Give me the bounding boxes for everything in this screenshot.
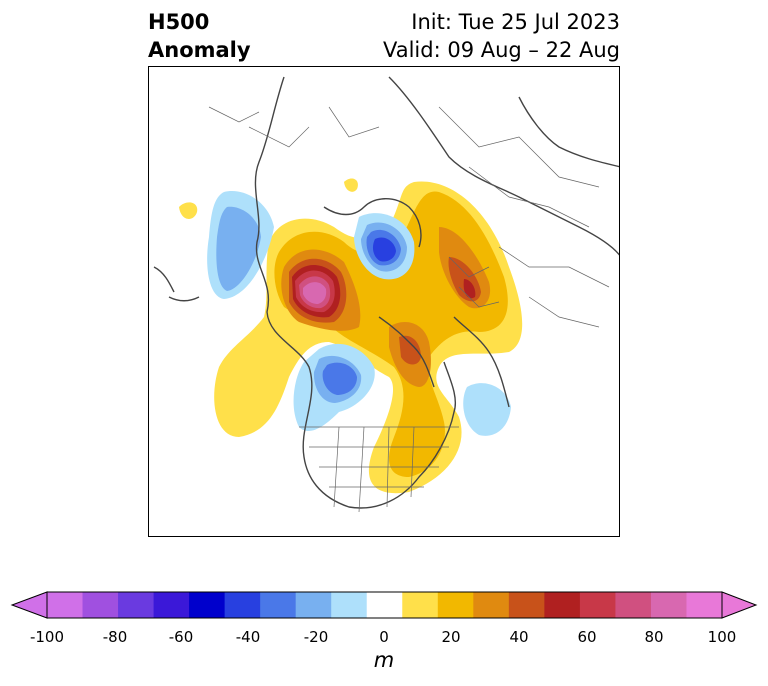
title-line-1: H500 [148, 10, 210, 34]
colorbar-swatch [650, 592, 687, 618]
colorbar-swatch [402, 592, 439, 618]
positive-anomaly-field [179, 178, 523, 494]
anomaly-contour-80 [303, 282, 327, 304]
colorbar [10, 591, 758, 619]
colorbar-swatch [366, 592, 403, 618]
forecast-dates: Init: Tue 25 Jul 2023 Valid: 09 Aug – 22… [383, 8, 620, 64]
colorbar-swatch [437, 592, 474, 618]
colorbar-swatch [579, 592, 616, 618]
colorbar-swatch [82, 592, 119, 618]
political-boundaries [208, 106, 610, 513]
colorbar-swatch [153, 592, 190, 618]
anomaly-contour-neg20 [216, 206, 261, 291]
colorbar-swatch [508, 592, 545, 618]
colorbar-tick: 60 [577, 628, 597, 646]
anomaly-contour-neg40 [372, 237, 396, 262]
colorbar-swatch [260, 592, 297, 618]
anomaly-contour-neg10d [463, 383, 511, 436]
colorbar-extend-low [10, 591, 48, 619]
colorbar-tick: 0 [379, 628, 389, 646]
anomaly-contour-10c [344, 178, 358, 192]
map-panel [148, 66, 620, 537]
colorbar-tick: -40 [235, 628, 261, 646]
anomaly-contour-neg30b [322, 362, 357, 395]
anomaly-contour-10b [179, 202, 198, 219]
colorbar-tick: -100 [29, 628, 65, 646]
colorbar-swatch [331, 592, 368, 618]
colorbar-tick: -60 [168, 628, 194, 646]
colorbar-swatch [189, 592, 226, 618]
negative-anomaly-field [207, 191, 511, 436]
colorbar-frame [46, 591, 723, 619]
colorbar-swatch [47, 592, 84, 618]
colorbar-swatch [544, 592, 581, 618]
colorbar-tick: -20 [303, 628, 329, 646]
colorbar-unit: m [373, 648, 395, 672]
coastlines [153, 76, 619, 509]
colorbar-tick: 80 [644, 628, 664, 646]
anomaly-contour-50 [292, 264, 476, 318]
valid-range: Valid: 09 Aug – 22 Aug [382, 38, 620, 62]
colorbar-tick: 100 [707, 628, 737, 646]
colorbar-swatch [473, 592, 510, 618]
colorbar-swatch [118, 592, 155, 618]
colorbar-swatch [686, 592, 723, 618]
colorbar-extend-high [721, 591, 758, 619]
anomaly-map [153, 76, 619, 513]
colorbar-swatch [295, 592, 332, 618]
title-line-2: Anomaly [148, 38, 251, 62]
init-date: Init: Tue 25 Jul 2023 [411, 10, 620, 34]
colorbar-tick: -80 [102, 628, 128, 646]
colorbar-tick: 20 [441, 628, 461, 646]
colorbar-swatch [615, 592, 652, 618]
colorbar-swatch [224, 592, 261, 618]
colorbar-tick: 40 [509, 628, 529, 646]
map-title: H500 Anomaly [148, 8, 251, 64]
